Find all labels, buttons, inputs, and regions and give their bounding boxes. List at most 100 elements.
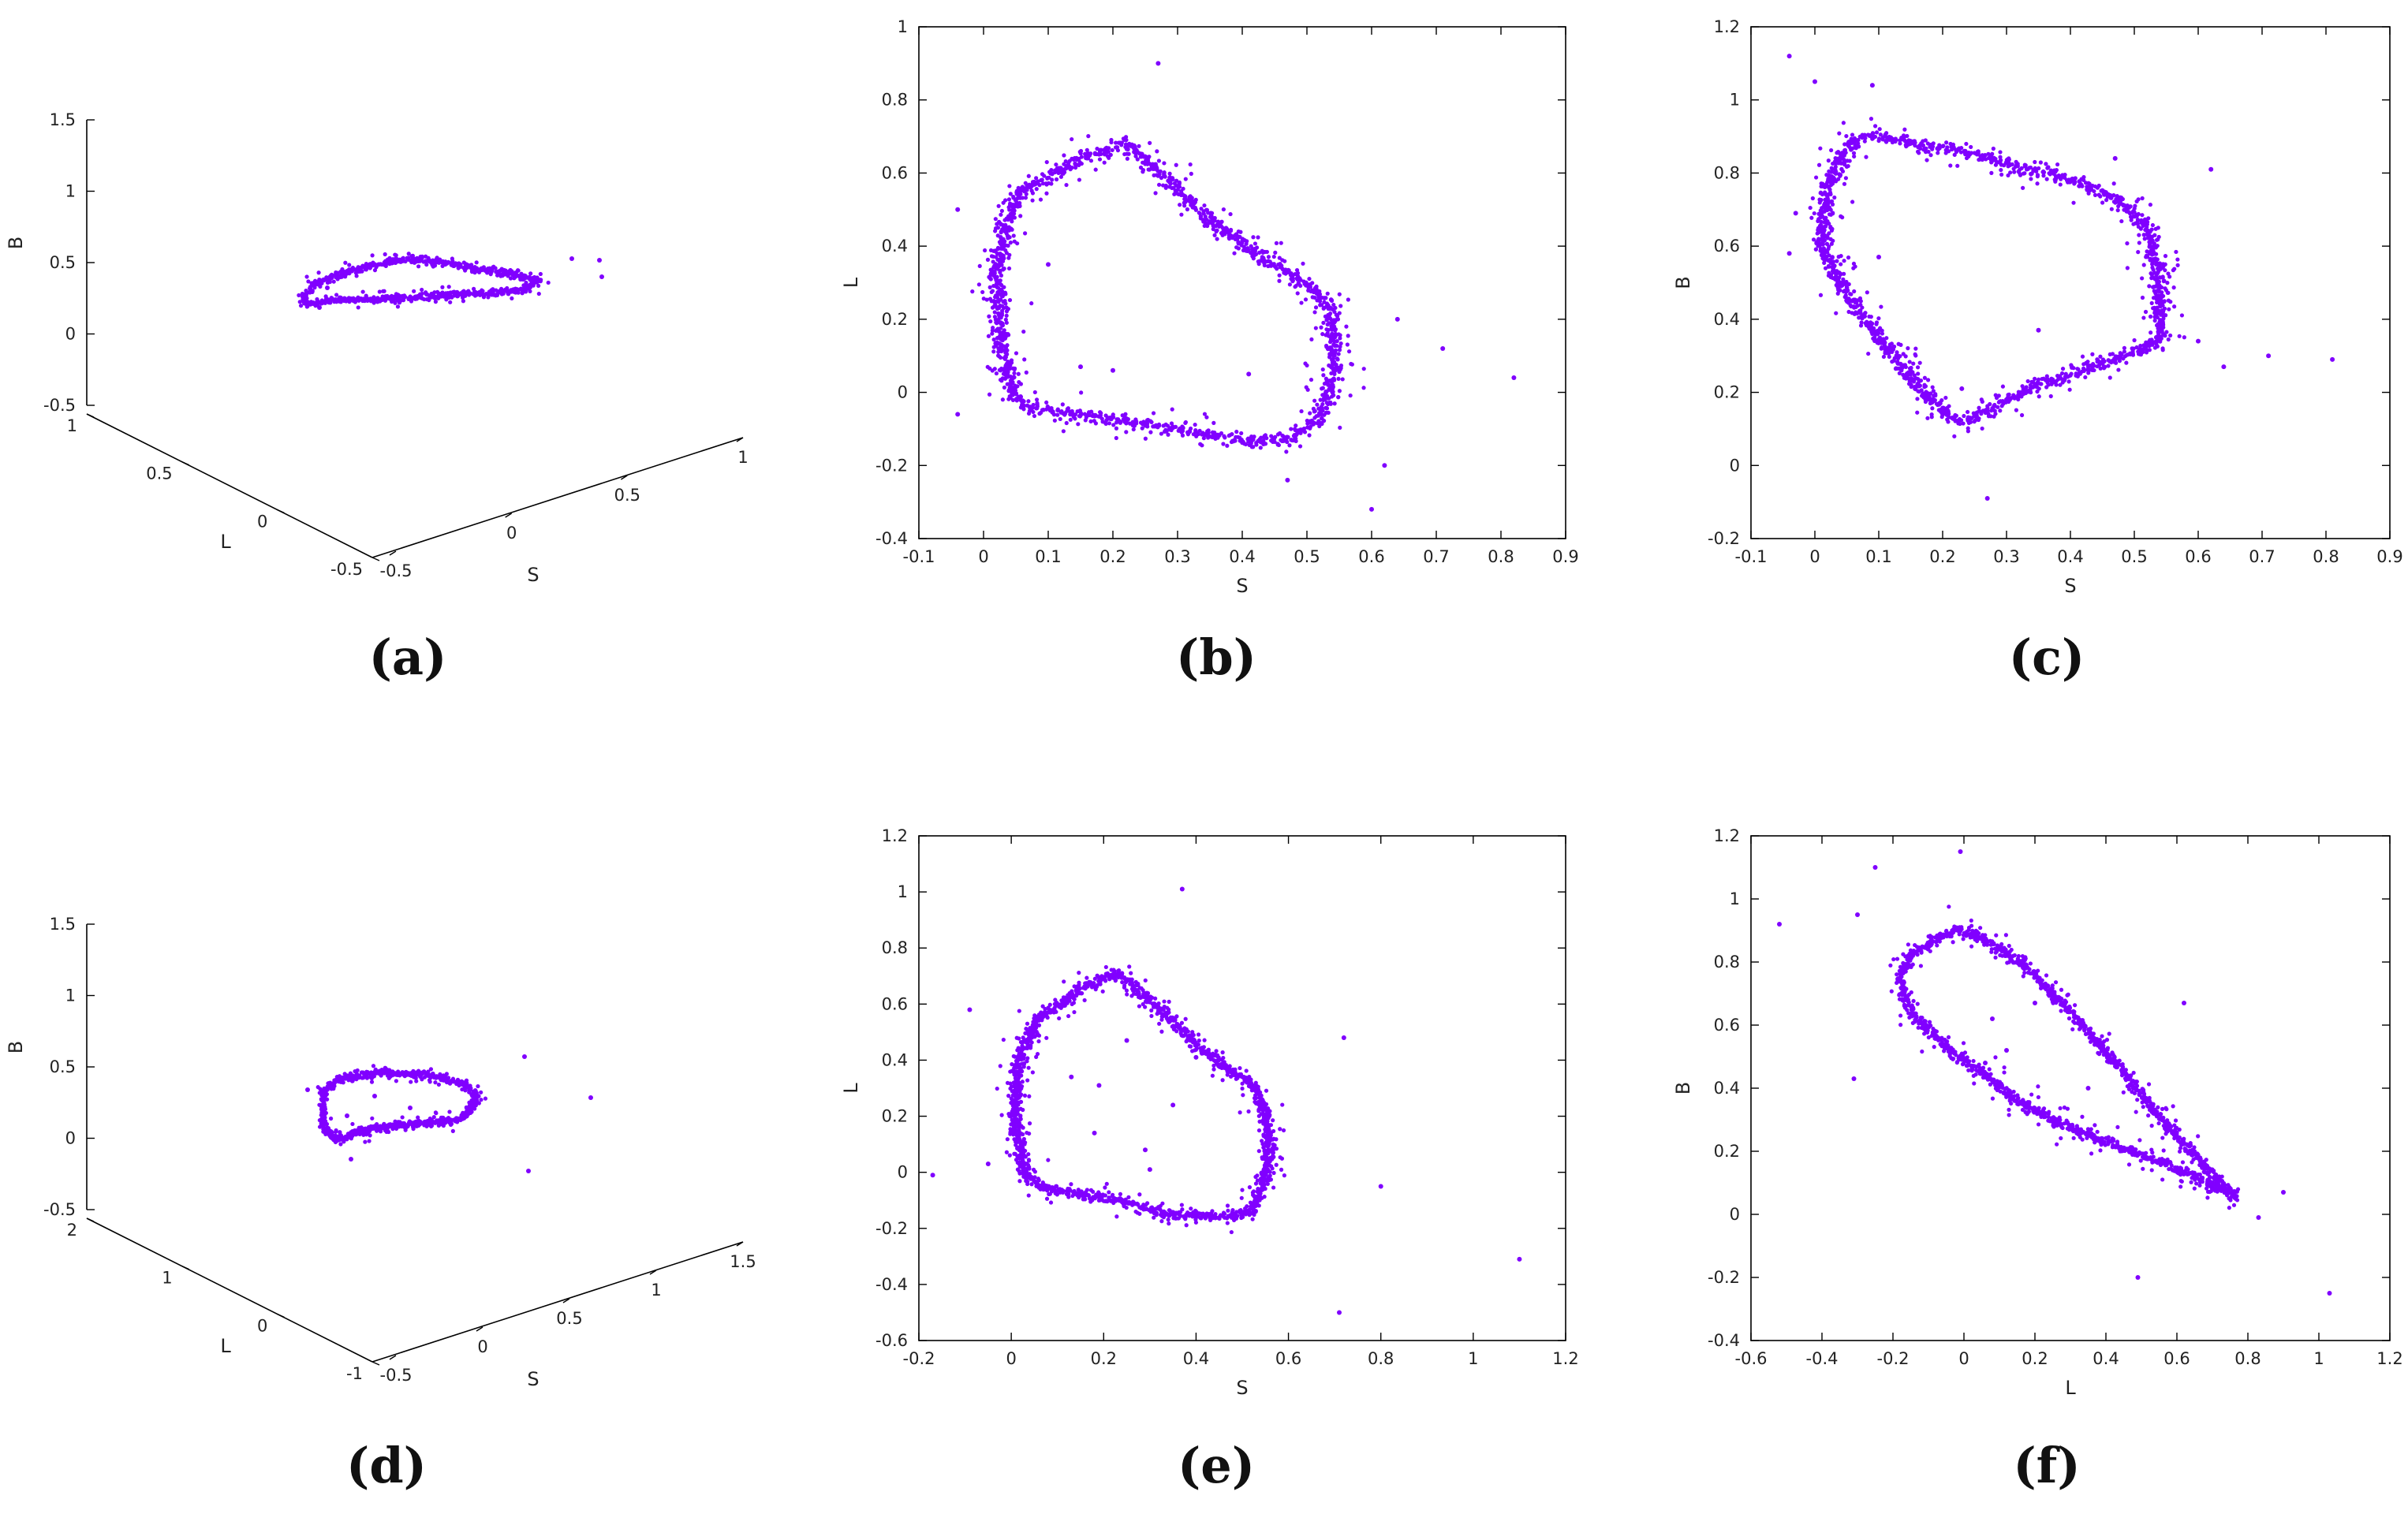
outlier-point [597,258,602,263]
data-point [1035,402,1040,407]
data-point [1215,228,1219,233]
data-point [1006,197,1012,202]
data-point [471,292,476,296]
data-point [2035,173,2040,177]
data-point [1820,181,1825,186]
data-point [991,337,996,342]
data-point [1008,192,1013,196]
data-point [1059,408,1064,414]
data-point [1192,201,1197,206]
data-point [1307,433,1312,438]
data-point [1846,255,1851,260]
data-point [1006,397,1011,401]
x-tick-label: -0.5 [380,1366,413,1385]
data-point [1155,149,1159,154]
data-point [409,259,414,265]
data-point [1324,406,1330,411]
data-point [2136,197,2141,202]
data-point [1168,181,1173,186]
data-point [2053,168,2058,173]
data-point [2000,398,2005,404]
data-point [442,260,447,265]
data-point [1018,192,1023,196]
data-point [1825,184,1830,188]
data-point [2156,234,2161,240]
data-point [1000,241,1005,246]
data-point [2168,333,2173,338]
data-point [1296,428,1301,433]
outlier-point [1511,375,1517,381]
data-point [1321,320,1326,325]
data-point [1308,282,1312,287]
data-point [1084,154,1088,159]
data-point [461,299,466,304]
x-tick-label: 0.9 [2376,547,2402,566]
data-point [2111,360,2117,364]
outlier-point [1394,316,1400,322]
data-point [1077,413,1081,419]
data-point [1243,442,1249,447]
data-point [494,270,498,274]
data-point [2166,271,2171,276]
z-tick-label: 0 [65,325,76,344]
data-point [497,289,502,293]
data-point [370,253,375,258]
data-point [1935,146,1939,151]
data-point [1006,243,1010,248]
data-point [1032,413,1037,419]
data-point [1839,166,1844,172]
data-point [1093,167,1098,172]
data-point [1129,144,1133,148]
data-point [1036,179,1040,184]
data-point [1331,382,1335,387]
data-point [1018,382,1024,386]
data-point [315,296,319,302]
data-point [994,371,999,376]
data-point [990,269,995,274]
data-point [1998,150,2003,155]
data-point [1828,224,1833,229]
data-point [1825,250,1830,255]
data-point [1872,124,1878,129]
data-point [444,297,449,302]
data-point [1825,195,1830,200]
data-point [2115,208,2120,213]
data-point [1309,337,1314,342]
data-point [2111,181,2116,186]
outlier-point [2196,338,2201,344]
data-point [1287,443,1292,448]
data-point [1305,425,1310,430]
data-point [2020,384,2025,389]
data-point [469,265,474,270]
data-point [2149,234,2155,239]
data-point [1111,423,1116,427]
data-point [485,292,491,296]
data-point [1126,151,1131,156]
data-point [1180,433,1185,438]
data-point [1156,422,1162,427]
data-point [2095,357,2100,362]
data-point [1825,219,1830,224]
data-point [1854,310,1858,315]
x-tick-label: 0.5 [1294,547,1320,566]
data-point [2005,396,2010,401]
data-point [2107,352,2112,357]
data-point [306,279,311,284]
data-point [1185,198,1189,203]
data-point [416,264,421,269]
data-point [1241,244,1246,249]
data-point [1222,434,1226,438]
data-point [1813,175,1819,180]
data-point [2155,323,2160,328]
data-point [350,265,356,270]
data-point [1114,420,1119,425]
data-point [999,212,1003,217]
data-point [1279,241,1283,245]
data-point [1025,403,1030,408]
data-point [1258,446,1263,450]
data-point [1977,157,1983,162]
data-point [1006,255,1011,260]
data-point [2144,255,2149,259]
x-tick-label: 0.7 [1423,547,1449,566]
outlier-point [1813,79,1817,84]
